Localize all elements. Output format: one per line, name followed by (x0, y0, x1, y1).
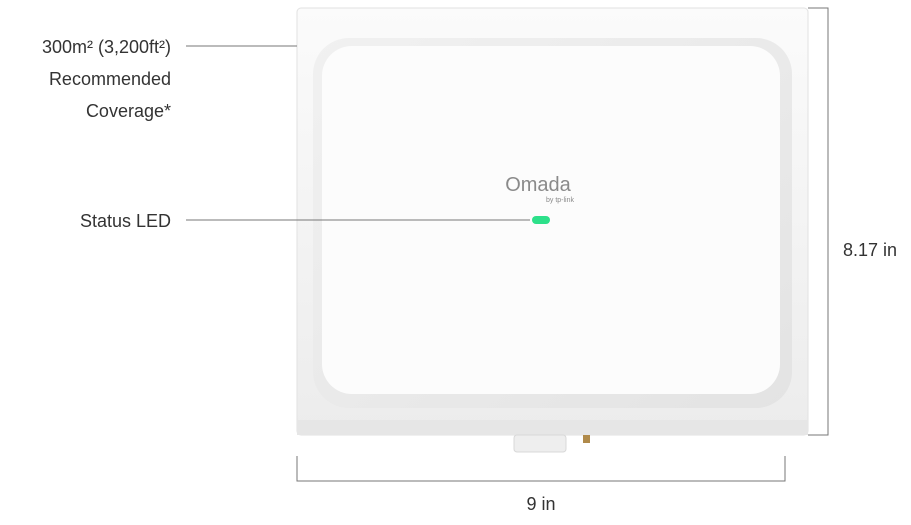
callout-text: 300m² (3,200ft²) (42, 37, 171, 57)
product-diagram: Omada by tp-link 300m² (3,200ft²) Recomm… (0, 0, 911, 520)
height-label: 8.17 in (843, 240, 897, 260)
logo-brand: Omada (505, 174, 571, 196)
connector-pin (583, 435, 590, 443)
height-dimension (808, 8, 828, 435)
status-led (532, 216, 550, 224)
callout-text: Recommended (49, 69, 171, 89)
callout-text: Status LED (80, 211, 171, 231)
connector (514, 435, 566, 452)
logo-sub: by tp-link (546, 197, 575, 204)
width-label: 9 in (526, 494, 555, 514)
callout-text: Coverage* (86, 101, 171, 121)
width-dimension (297, 456, 785, 481)
device-edge (297, 420, 808, 435)
